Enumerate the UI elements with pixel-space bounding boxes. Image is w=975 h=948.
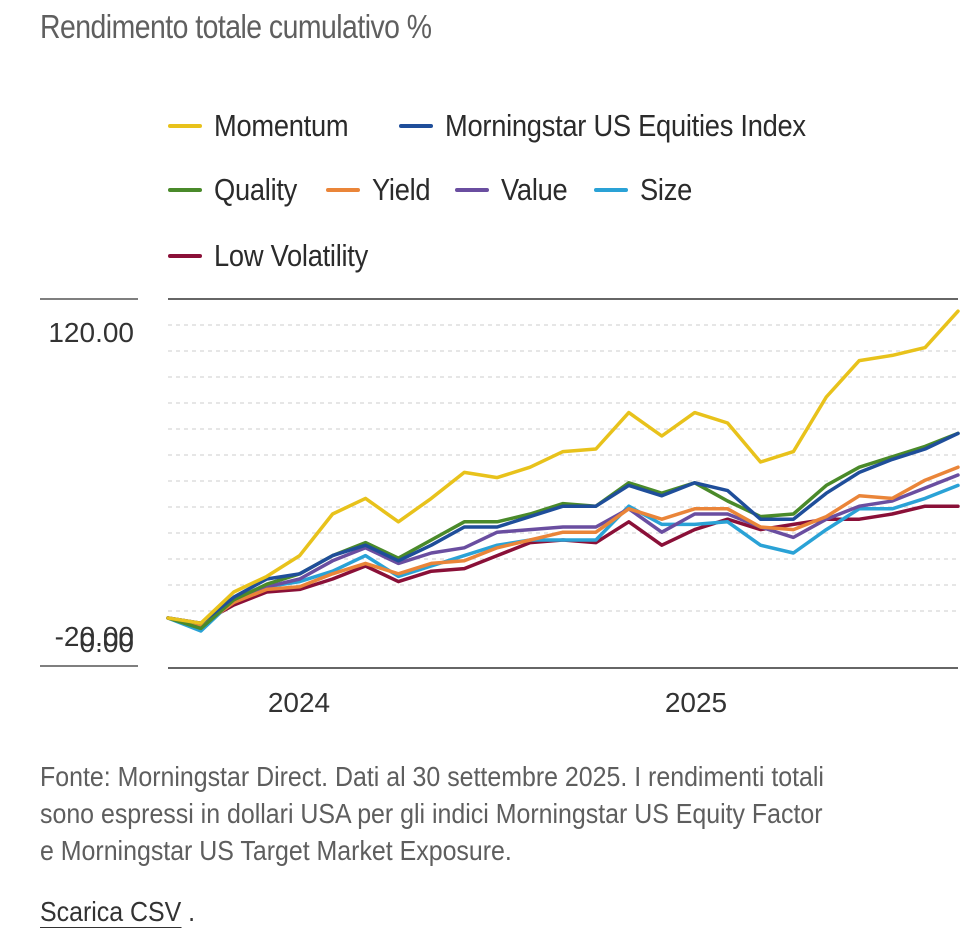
series-line-value <box>166 473 960 628</box>
footnote-line-3: e Morningstar US Target Market Exposure. <box>40 835 512 866</box>
legend-item-value[interactable]: Value <box>454 172 577 208</box>
series-line-yield <box>166 465 960 628</box>
y-tick-label-minus20: -20.00 <box>55 621 134 652</box>
legend-swatch-yield <box>326 188 361 192</box>
legend-row-1: Momentum Morningstar US Equities Index <box>168 106 877 146</box>
chart-title: Rendimento totale cumulativo % <box>40 8 432 45</box>
legend-label-size: Size <box>640 172 693 207</box>
legend-label-value: Value <box>500 172 568 207</box>
series-line-momentum <box>166 309 960 625</box>
legend-label-us-equities: Morningstar US Equities Index <box>444 108 806 143</box>
legend-swatch-value <box>454 188 489 192</box>
y-tick-label-120: 120.00 <box>48 317 134 348</box>
legend-row-2: Quality Yield Value Size <box>168 170 721 210</box>
legend-item-quality[interactable]: Quality <box>168 172 308 208</box>
legend-swatch-us-equities <box>398 124 433 128</box>
legend-label-low-volatility: Low Volatility <box>214 238 369 273</box>
legend-item-momentum[interactable]: Momentum <box>168 108 367 144</box>
x-tick-label-2025: 2025 <box>665 687 727 718</box>
download-csv-link[interactable]: Scarica CSV <box>40 896 182 928</box>
footnote: Fonte: Morningstar Direct. Dati al 30 se… <box>40 758 960 869</box>
download-row: Scarica CSV . <box>40 896 195 928</box>
y-tick-label-0: 0.00 <box>80 627 135 658</box>
series-layer <box>166 309 960 633</box>
footnote-line-2: sono espressi in dollari USA per gli ind… <box>40 798 823 829</box>
download-suffix: . <box>188 896 196 927</box>
gridlines <box>168 324 958 612</box>
footnote-line-1: Fonte: Morningstar Direct. Dati al 30 se… <box>40 761 824 792</box>
series-line-size <box>166 483 960 633</box>
legend-swatch-low-volatility <box>168 254 202 258</box>
line-chart: 120.00 -20.00 0.00 2024 2025 <box>40 298 960 718</box>
x-tick-label-2024: 2024 <box>268 687 330 718</box>
legend-label-momentum: Momentum <box>214 108 349 143</box>
legend-swatch-momentum <box>168 124 202 128</box>
legend-swatch-quality <box>168 188 202 192</box>
legend-item-low-volatility[interactable]: Low Volatility <box>168 238 389 274</box>
legend-item-yield[interactable]: Yield <box>326 172 438 208</box>
legend-item-size[interactable]: Size <box>594 172 699 208</box>
series-line-us-equities <box>166 431 960 625</box>
legend-label-yield: Yield <box>372 172 431 207</box>
legend-row-3: Low Volatility <box>168 236 411 276</box>
legend-swatch-size <box>594 188 629 192</box>
legend-item-us-equities[interactable]: Morningstar US Equities Index <box>398 108 855 144</box>
legend-label-quality: Quality <box>214 172 298 207</box>
